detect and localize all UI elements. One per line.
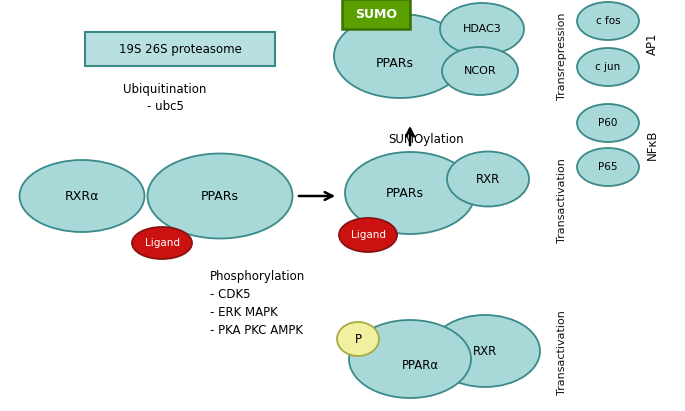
Ellipse shape: [577, 2, 639, 40]
Text: SUMOylation: SUMOylation: [388, 132, 464, 145]
Ellipse shape: [442, 47, 518, 95]
Ellipse shape: [430, 315, 540, 387]
Text: Transactivation: Transactivation: [557, 311, 567, 395]
Ellipse shape: [577, 104, 639, 142]
Bar: [85, 32, 275, 66]
Ellipse shape: [447, 152, 529, 206]
Text: AP1: AP1: [645, 33, 658, 55]
Text: PPARs: PPARs: [386, 187, 424, 199]
Text: c jun: c jun: [595, 62, 621, 72]
Text: - ERK MAPK: - ERK MAPK: [210, 305, 277, 319]
Text: Transrepression: Transrepression: [557, 12, 567, 100]
Text: c fos: c fos: [596, 16, 621, 26]
Text: RXR: RXR: [476, 173, 500, 185]
Text: NCOR: NCOR: [464, 66, 497, 76]
Text: P: P: [355, 332, 362, 346]
Text: Transactivation: Transactivation: [557, 159, 567, 243]
Ellipse shape: [349, 320, 471, 398]
Text: - PKA PKC AMPK: - PKA PKC AMPK: [210, 323, 303, 337]
Text: - CDK5: - CDK5: [210, 288, 251, 300]
Text: P60: P60: [598, 118, 618, 128]
Text: Ubiquitination: Ubiquitination: [123, 83, 207, 95]
Text: Ligand: Ligand: [145, 238, 179, 248]
Text: RXRα: RXRα: [65, 189, 99, 203]
Text: Phosphorylation: Phosphorylation: [210, 270, 306, 282]
Ellipse shape: [339, 218, 397, 252]
Ellipse shape: [132, 227, 192, 259]
Text: P65: P65: [598, 162, 618, 172]
Ellipse shape: [440, 3, 524, 55]
Ellipse shape: [147, 153, 292, 238]
Text: PPARs: PPARs: [376, 56, 414, 69]
Text: - ubc5: - ubc5: [147, 99, 184, 113]
Ellipse shape: [345, 152, 475, 234]
Text: Ligand: Ligand: [351, 230, 386, 240]
Ellipse shape: [334, 14, 466, 98]
Text: 19S 26S proteasome: 19S 26S proteasome: [119, 42, 241, 55]
Ellipse shape: [337, 322, 379, 356]
Ellipse shape: [577, 48, 639, 86]
Ellipse shape: [577, 148, 639, 186]
Text: PPARα: PPARα: [401, 358, 438, 372]
Text: RXR: RXR: [473, 344, 497, 358]
Text: HDAC3: HDAC3: [462, 24, 501, 34]
Ellipse shape: [19, 160, 145, 232]
Bar: [342, 0, 410, 29]
Text: PPARs: PPARs: [201, 189, 239, 203]
Text: NFκB: NFκB: [645, 130, 658, 160]
Text: SUMO: SUMO: [355, 7, 397, 21]
